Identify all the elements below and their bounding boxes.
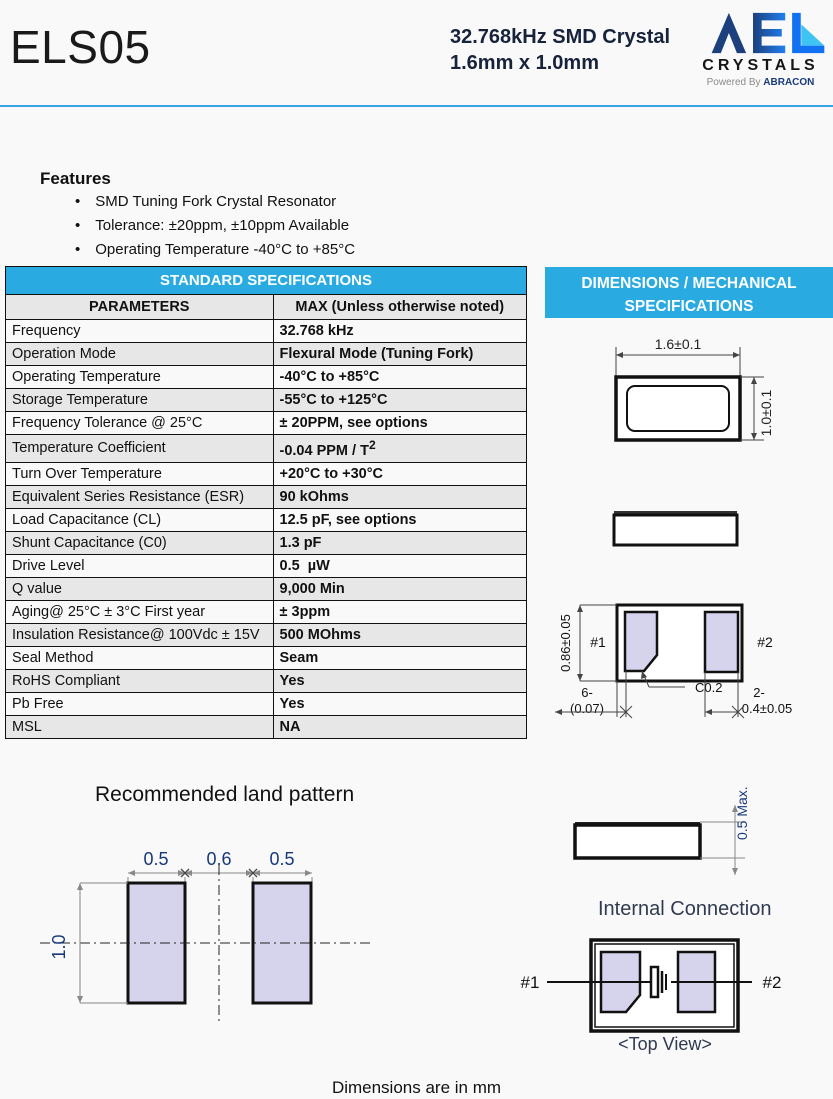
svg-text:#2: #2	[763, 973, 782, 992]
svg-text:C0.2: C0.2	[695, 680, 722, 695]
svg-text:0.5 Max.: 0.5 Max.	[734, 787, 750, 840]
svg-text:<Top View>: <Top View>	[618, 1034, 712, 1054]
svg-text:6-: 6-	[581, 685, 593, 700]
svg-text:0.5: 0.5	[143, 849, 168, 869]
svg-text:0.86±0.05: 0.86±0.05	[558, 614, 573, 672]
svg-text:1.0: 1.0	[49, 934, 69, 959]
svg-text:(0.07): (0.07)	[570, 701, 604, 716]
svg-text:0.4±0.05: 0.4±0.05	[742, 701, 793, 716]
svg-text:1.0±0.1: 1.0±0.1	[758, 389, 774, 436]
svg-text:#2: #2	[757, 634, 773, 650]
svg-text:#1: #1	[590, 634, 606, 650]
svg-text:2-: 2-	[753, 685, 765, 700]
svg-text:0.5: 0.5	[269, 849, 294, 869]
svg-text:1.6±0.1: 1.6±0.1	[655, 336, 702, 352]
svg-text:#1: #1	[521, 973, 540, 992]
